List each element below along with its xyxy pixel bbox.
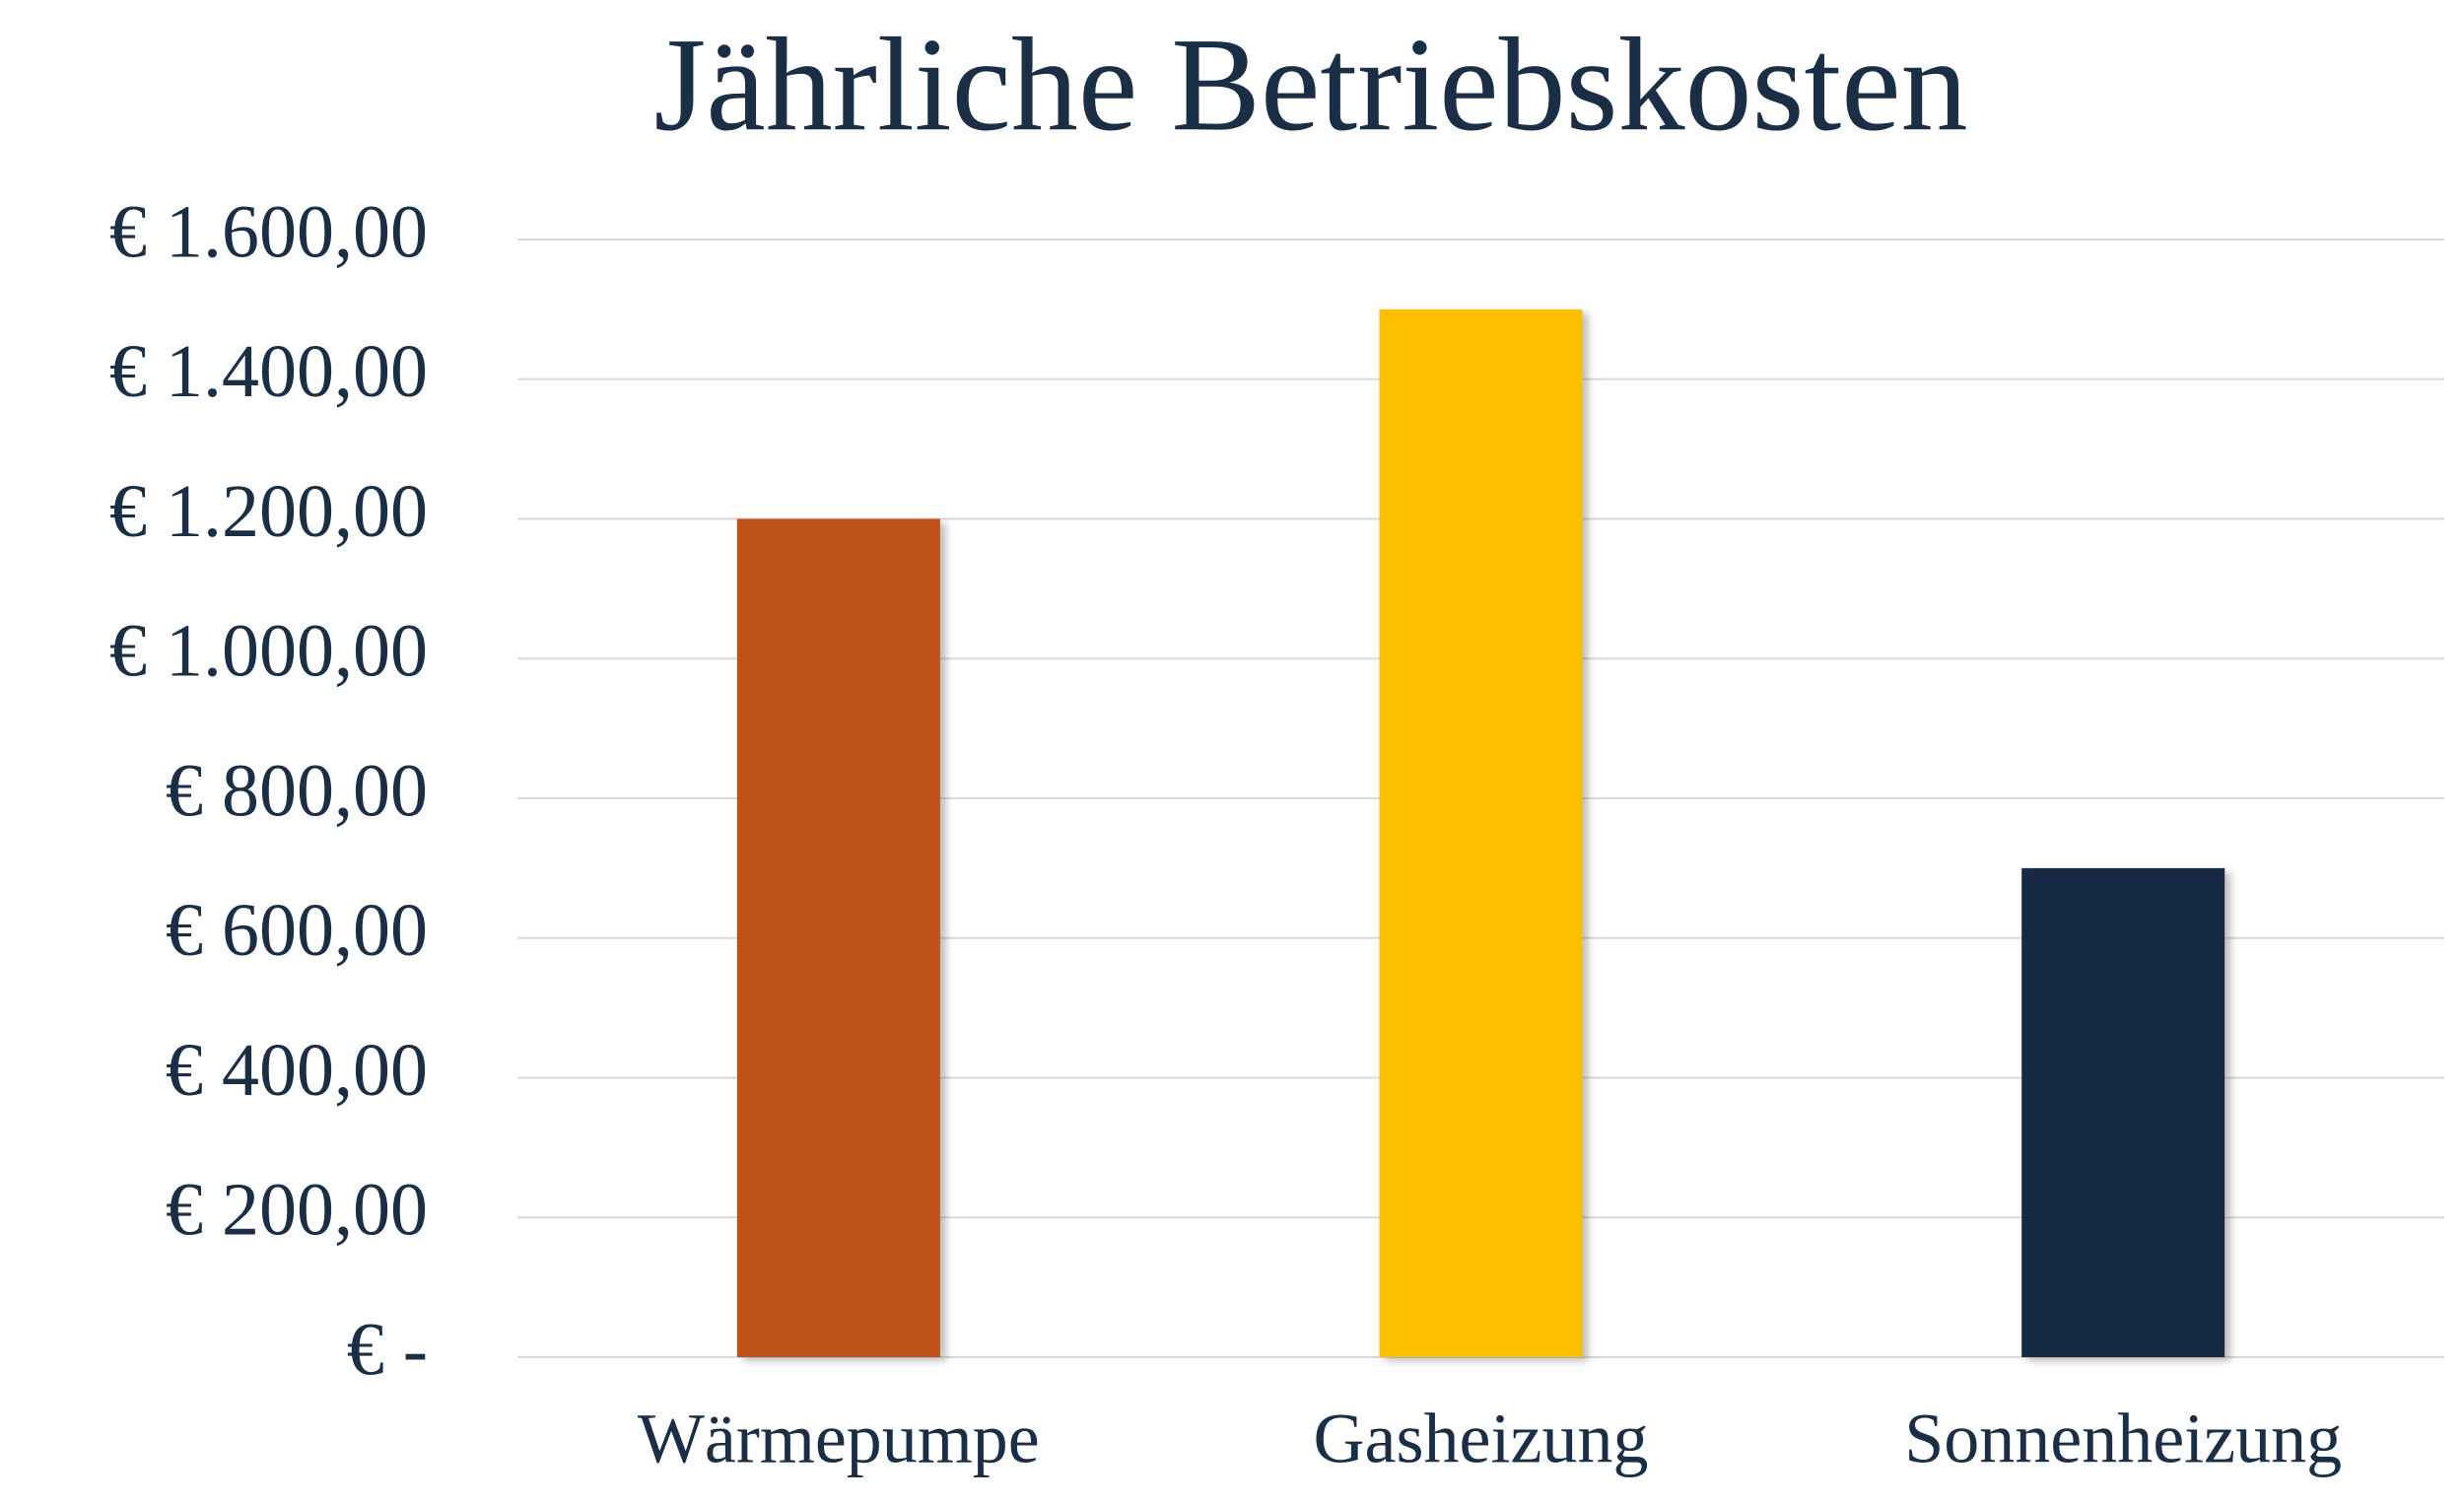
y-tick-label: € 1.400,00: [109, 330, 428, 413]
x-tick-label: Sonnenheizung: [1904, 1400, 2342, 1478]
y-tick-label: € -: [347, 1308, 428, 1391]
bar: [1379, 308, 1583, 1357]
bar: [2021, 867, 2225, 1357]
y-tick-label: € 1.200,00: [109, 470, 428, 553]
bar: [736, 518, 940, 1357]
y-tick-label: € 1.000,00: [109, 610, 428, 693]
y-tick-label: € 800,00: [166, 749, 428, 832]
y-tick-label: € 600,00: [166, 889, 428, 972]
y-tick-label: € 400,00: [166, 1029, 428, 1112]
chart-title: Jährliche Betriebskosten: [653, 11, 1967, 159]
x-tick-label: Wärmepumpe: [638, 1400, 1040, 1478]
x-tick-label: Gasheizung: [1314, 1400, 1649, 1478]
y-tick-label: € 200,00: [166, 1169, 428, 1252]
y-tick-label: € 1.600,00: [109, 190, 428, 273]
